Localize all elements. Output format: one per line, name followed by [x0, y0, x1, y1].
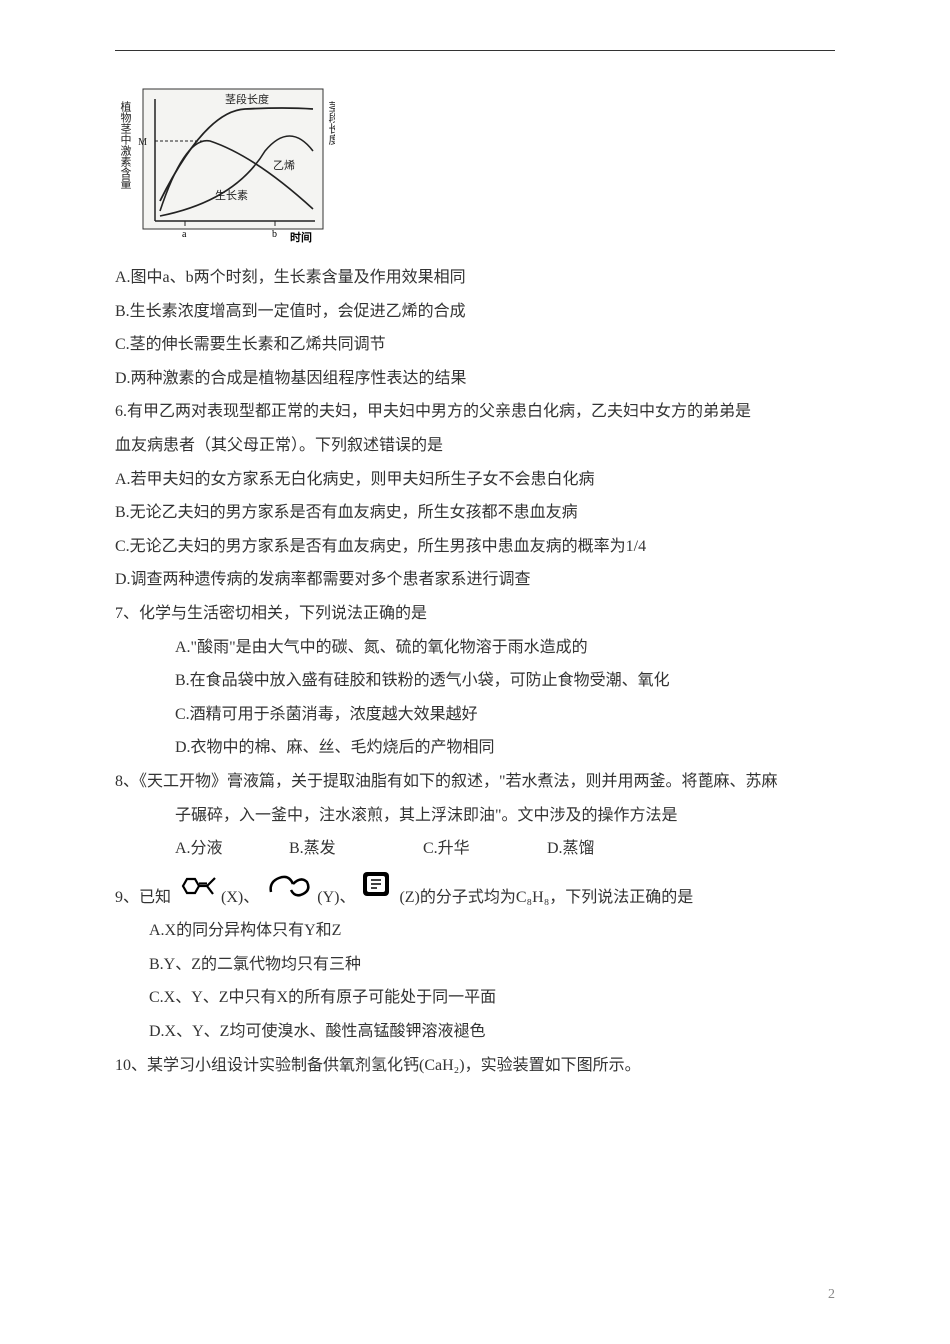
q6-opt-d: D.调查两种遗传病的发病率都需要对多个患者家系进行调查 — [115, 563, 835, 597]
q6-opt-a: A.若甲夫妇的女方家系无白化病史，则甲夫妇所生子女不会患白化病 — [115, 463, 835, 497]
top-rule — [115, 50, 835, 51]
curve-top-label: 茎段长度 — [225, 92, 269, 106]
q6-opt-b: B.无论乙夫妇的男方家系是否有血友病史，所生女孩都不患血友病 — [115, 496, 835, 530]
q8-stem-1: 8、《天工开物》膏液篇，关于提取油脂有如下的叙述，"若水煮法，则并用两釜。将蓖麻… — [115, 765, 835, 799]
q9-lead: 9、已知 — [115, 881, 171, 915]
q8-stem-2: 子碾碎，入一釜中，注水滚煎，其上浮沫即油"。文中涉及的操作方法是 — [115, 799, 835, 833]
q6-stem-1: 6.有甲乙两对表现型都正常的夫妇，甲夫妇中男方的父亲患白化病，乙夫妇中女方的弟弟… — [115, 395, 835, 429]
q8-opts: A.分液 B.蒸发 C.升华 D.蒸馏 — [115, 832, 835, 866]
q9-y: (Y)、 — [317, 881, 355, 915]
q8-opt-a: A.分液 — [175, 832, 285, 866]
hormone-graph: 植物茎中激素含量 茎段长度 茎段长度 乙烯 生长素 M a b 时间 — [115, 81, 835, 251]
ylabel-right: 茎段长度 — [327, 101, 335, 146]
tick-a: a — [182, 229, 187, 240]
q9-x: (X)、 — [221, 881, 259, 915]
q7-opt-d: D.衣物中的棉、麻、丝、毛灼烧后的产物相同 — [115, 731, 835, 765]
q8-opt-b: B.蒸发 — [289, 832, 419, 866]
q10-stem: 10、某学习小组设计实验制备供氧剂氢化钙(CaH₂)，实验装置如下图所示。 — [115, 1049, 835, 1083]
xlabel: 时间 — [290, 230, 312, 244]
curve-3: 生长素 — [215, 188, 248, 202]
q9-opt-c: C.X、Y、Z中只有X的所有原子可能处于同一平面 — [115, 981, 835, 1015]
q9-z: (Z)的分子式均为C₈H₈，下列说法正确的是 — [399, 881, 693, 915]
q9-stem: 9、已知 (X)、 (Y)、 — [115, 866, 835, 915]
q5-opt-b: B.生长素浓度增高到一定值时，会促进乙烯的合成 — [115, 295, 835, 329]
molecule-x-icon — [173, 868, 219, 915]
q5-opt-d: D.两种激素的合成是植物基因组程序性表达的结果 — [115, 362, 835, 396]
q9-opt-b: B.Y、Z的二氯代物均只有三种 — [115, 948, 835, 982]
q5-opt-a: A.图中a、b两个时刻，生长素含量及作用效果相同 — [115, 261, 835, 295]
q5-opt-c: C.茎的伸长需要生长素和乙烯共同调节 — [115, 328, 835, 362]
ylabel-left: 植物茎中激素含量 — [119, 100, 132, 189]
label-M: M — [138, 137, 147, 148]
q7-opt-b: B.在食品袋中放入盛有硅胶和铁粉的透气小袋，可防止食物受潮、氧化 — [115, 664, 835, 698]
molecule-z-icon — [357, 866, 397, 915]
q6-stem-2: 血友病患者（其父母正常）。下列叙述错误的是 — [115, 429, 835, 463]
q9-opt-a: A.X的同分异构体只有Y和Z — [115, 914, 835, 948]
q9-opt-d: D.X、Y、Z均可使溴水、酸性高锰酸钾溶液褪色 — [115, 1015, 835, 1049]
q7-opt-c: C.酒精可用于杀菌消毒，浓度越大效果越好 — [115, 698, 835, 732]
page-number: 2 — [828, 1280, 835, 1309]
q7-stem: 7、化学与生活密切相关，下列说法正确的是 — [115, 597, 835, 631]
q8-opt-d: D.蒸馏 — [547, 832, 595, 866]
curve-2: 乙烯 — [273, 159, 295, 172]
q7-opt-a: A."酸雨"是由大气中的碳、氮、硫的氧化物溶于雨水造成的 — [115, 631, 835, 665]
q6-opt-c: C.无论乙夫妇的男方家系是否有血友病史，所生男孩中患血友病的概率为1/4 — [115, 530, 835, 564]
molecule-y-icon — [261, 868, 315, 915]
tick-b: b — [272, 229, 277, 240]
q8-opt-c: C.升华 — [423, 832, 543, 866]
